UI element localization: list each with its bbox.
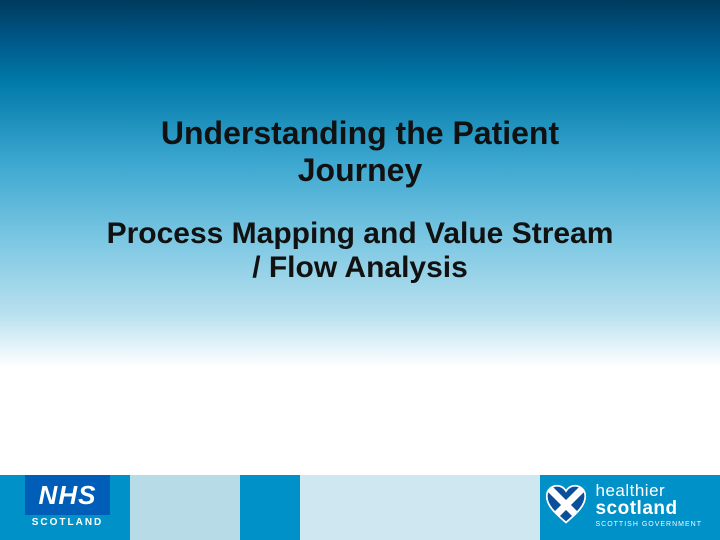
nhs-scotland-logo: NHS SCOTLAND xyxy=(20,475,115,528)
footer-stripe xyxy=(300,475,540,540)
slide-subtitle: Process Mapping and Value Stream / Flow … xyxy=(100,217,620,286)
footer: NHS SCOTLAND h xyxy=(0,450,720,540)
hs-line2: scotland xyxy=(595,499,702,518)
content-area: Understanding the Patient Journey Proces… xyxy=(0,115,720,286)
hs-line1: healthier xyxy=(595,482,702,499)
nhs-subtext: SCOTLAND xyxy=(20,517,115,528)
slide-title: Understanding the Patient Journey xyxy=(100,115,620,189)
footer-stripe xyxy=(240,475,300,540)
nhs-wordmark: NHS xyxy=(25,475,110,515)
healthier-scotland-logo: healthier scotland SCOTTISH GOVERNMENT xyxy=(545,482,702,528)
healthier-scotland-text: healthier scotland SCOTTISH GOVERNMENT xyxy=(595,482,702,528)
saltire-heart-icon xyxy=(545,484,587,526)
slide: Understanding the Patient Journey Proces… xyxy=(0,0,720,540)
footer-stripe xyxy=(130,475,240,540)
hs-gov-line: SCOTTISH GOVERNMENT xyxy=(595,521,702,528)
